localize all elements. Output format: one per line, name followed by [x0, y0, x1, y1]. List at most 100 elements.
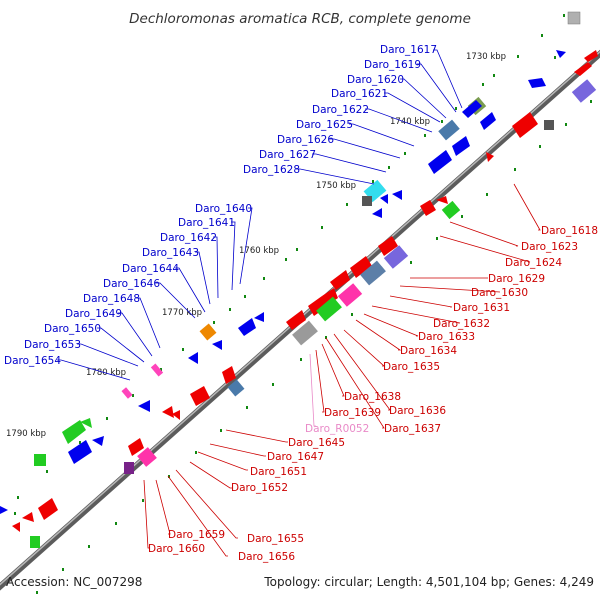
gene-label: Daro_1626 [277, 134, 334, 146]
gene-arrow [378, 236, 398, 256]
gene-arrow [436, 196, 448, 204]
gene-label: Daro_1633 [418, 331, 475, 343]
gene-feature [362, 196, 372, 206]
gene-arrow [480, 112, 496, 130]
gene-arrow [486, 152, 494, 162]
gene-label: Daro_1623 [521, 241, 578, 253]
gene-label: Daro_1635 [383, 361, 440, 373]
gene-label: Daro_1652 [231, 482, 288, 494]
gene-label: Daro_1656 [238, 551, 295, 563]
gene-label: Daro_1628 [243, 164, 300, 176]
gene-label: Daro_1641 [178, 217, 235, 229]
gene-arrow [452, 136, 470, 156]
gene-label: Daro_1619 [364, 59, 421, 71]
gene-label: Daro_1627 [259, 149, 316, 161]
gene-arrow [222, 366, 236, 384]
gene-arrow [80, 418, 92, 428]
gene-label: Daro_1617 [380, 44, 437, 56]
gene-arrow [286, 310, 306, 330]
lower-left-leader-lines [143, 429, 288, 557]
gene-arrow [68, 440, 92, 464]
gene-arrow [372, 208, 382, 218]
upper-tick-dots [17, 14, 565, 499]
rna-gene-label: Daro_R0052 [305, 423, 369, 435]
gene-arrow [190, 386, 210, 406]
gene-feature [383, 245, 409, 269]
gene-arrow [556, 50, 566, 58]
gene-arrow [0, 506, 8, 514]
gene-label: Daro_1632 [433, 318, 490, 330]
gene-feature [441, 200, 461, 220]
gene-arrow [322, 288, 338, 306]
gene-arrow [512, 112, 538, 138]
gene-label: Daro_1646 [103, 278, 160, 290]
gene-arrow [380, 194, 388, 204]
upper-leader-lines [57, 49, 463, 381]
gene-label: Daro_1644 [122, 263, 179, 275]
lower-right-leader-lines [315, 183, 541, 429]
kbp-1740: 1740 kbp [390, 117, 430, 127]
gene-arrow [62, 420, 86, 444]
rna-feature [150, 363, 164, 377]
gene-feature [360, 260, 386, 286]
kbp-1730: 1730 kbp [466, 52, 506, 62]
gene-label: Daro_1618 [541, 225, 598, 237]
gene-feature [34, 454, 46, 466]
rna-feature [121, 387, 133, 399]
gene-label: Daro_1634 [400, 345, 457, 357]
gene-label: Daro_1642 [160, 232, 217, 244]
gene-label: Daro_1648 [83, 293, 140, 305]
kbp-1750: 1750 kbp [316, 181, 356, 191]
gene-arrow [22, 512, 34, 522]
gene-arrow [574, 62, 592, 76]
gene-label: Daro_1630 [471, 287, 528, 299]
gene-arrow [92, 436, 104, 446]
gene-label: Daro_1620 [347, 74, 404, 86]
gene-feature [124, 462, 134, 474]
gene-label: Daro_1625 [296, 119, 353, 131]
gene-arrow [584, 50, 598, 62]
gene-arrow [420, 200, 436, 216]
map-title: Dechloromonas aromatica RCB, complete ge… [129, 11, 471, 27]
forward-strand-features [0, 11, 598, 514]
gene-arrow [254, 312, 264, 322]
upper-gene-labels: Daro_1617 Daro_1619 Daro_1620 Daro_1621 … [4, 44, 437, 367]
lower-left-gene-labels: Daro_1645 Daro_1647 Daro_1651 Daro_1652 … [148, 437, 345, 563]
kbp-1770: 1770 kbp [162, 308, 202, 318]
gene-feature [199, 323, 217, 341]
gene-label: Daro_1651 [250, 466, 307, 478]
gene-arrow [392, 190, 402, 200]
gene-arrow [350, 256, 372, 278]
gene-label: Daro_1621 [331, 88, 388, 100]
gene-feature [316, 296, 342, 322]
gene-label: Daro_1639 [324, 407, 381, 419]
gene-label: Daro_1654 [4, 355, 61, 367]
gene-arrow [12, 522, 20, 532]
gene-label: Daro_1653 [24, 339, 81, 351]
gene-arrow [528, 78, 546, 88]
gene-arrow [462, 100, 482, 118]
gene-feature [227, 379, 245, 397]
lower-right-gene-labels: Daro_1618 Daro_1623 Daro_1624 Daro_1629 … [324, 225, 598, 435]
gene-label: Daro_1649 [65, 308, 122, 320]
gene-label: Daro_1637 [384, 423, 441, 435]
gene-label: Daro_1650 [44, 323, 101, 335]
gene-arrow [138, 400, 150, 412]
gene-label: Daro_1655 [247, 533, 304, 545]
gene-label: Daro_1636 [389, 405, 446, 417]
gene-feature [544, 120, 554, 130]
gene-label: Daro_1640 [195, 203, 252, 215]
gene-arrow [428, 150, 452, 174]
kbp-1760: 1760 kbp [239, 246, 279, 256]
gene-arrow [308, 296, 328, 316]
lower-tick-dots [14, 56, 592, 594]
gene-label: Daro_1643 [142, 247, 199, 259]
genome-summary: Topology: circular; Length: 4,501,104 bp… [263, 575, 594, 589]
gene-label: Daro_1624 [505, 257, 562, 269]
gene-label: Daro_1638 [344, 391, 401, 403]
gene-arrow [172, 410, 180, 420]
reverse-strand-features [12, 112, 554, 548]
gene-label: Daro_1622 [312, 104, 369, 116]
